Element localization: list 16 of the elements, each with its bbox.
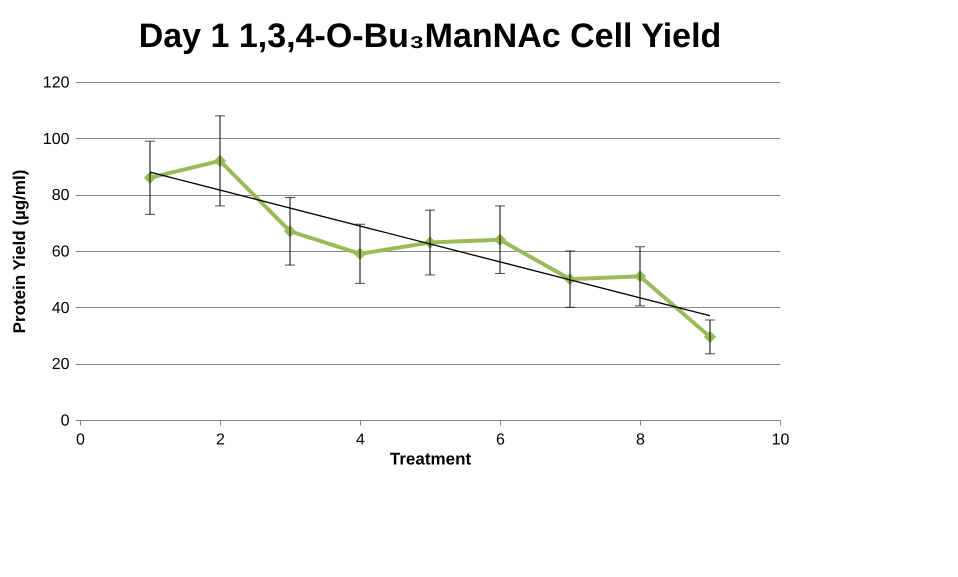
y-tick-label: 100 [42, 130, 70, 148]
y-tick-label: 120 [42, 74, 70, 92]
y-axis-title: Protein Yield (µg/ml) [10, 170, 29, 334]
x-tick-label: 0 [76, 432, 86, 448]
x-tick-label: 10 [772, 432, 790, 448]
y-tick-label: 20 [52, 356, 70, 374]
x-tick-label: 6 [496, 432, 506, 448]
x-tick-label: 4 [356, 432, 366, 448]
x-tick-label: 8 [636, 432, 646, 448]
y-tick-label: 40 [52, 300, 70, 317]
y-tick-label: 0 [60, 412, 70, 430]
x-tick-label: 2 [216, 432, 226, 448]
y-tick-label: 80 [52, 187, 70, 204]
y-tick-label: 60 [52, 244, 70, 260]
chart-title: Day 1 1,3,4-O-Bu₃ManNAc Cell Yield [138, 17, 722, 55]
x-axis-title: Treatment [390, 450, 472, 468]
